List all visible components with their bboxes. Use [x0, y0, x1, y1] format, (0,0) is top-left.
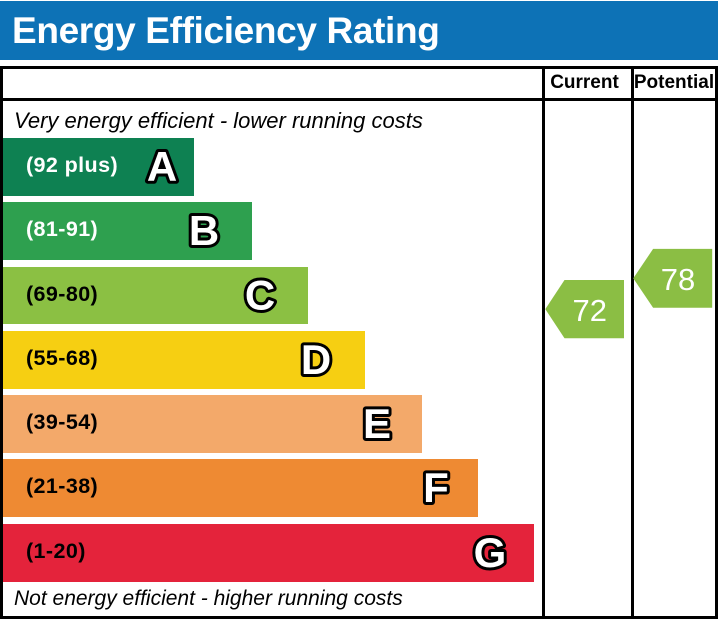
- svg-text:A: A: [147, 143, 177, 190]
- svg-text:72: 72: [573, 293, 607, 328]
- svg-text:B: B: [189, 207, 219, 254]
- svg-text:E: E: [363, 400, 391, 447]
- svg-text:D: D: [301, 336, 331, 383]
- svg-text:G: G: [474, 529, 507, 576]
- svg-text:78: 78: [661, 262, 695, 297]
- svg-text:C: C: [245, 272, 275, 319]
- svg-text:F: F: [423, 464, 449, 511]
